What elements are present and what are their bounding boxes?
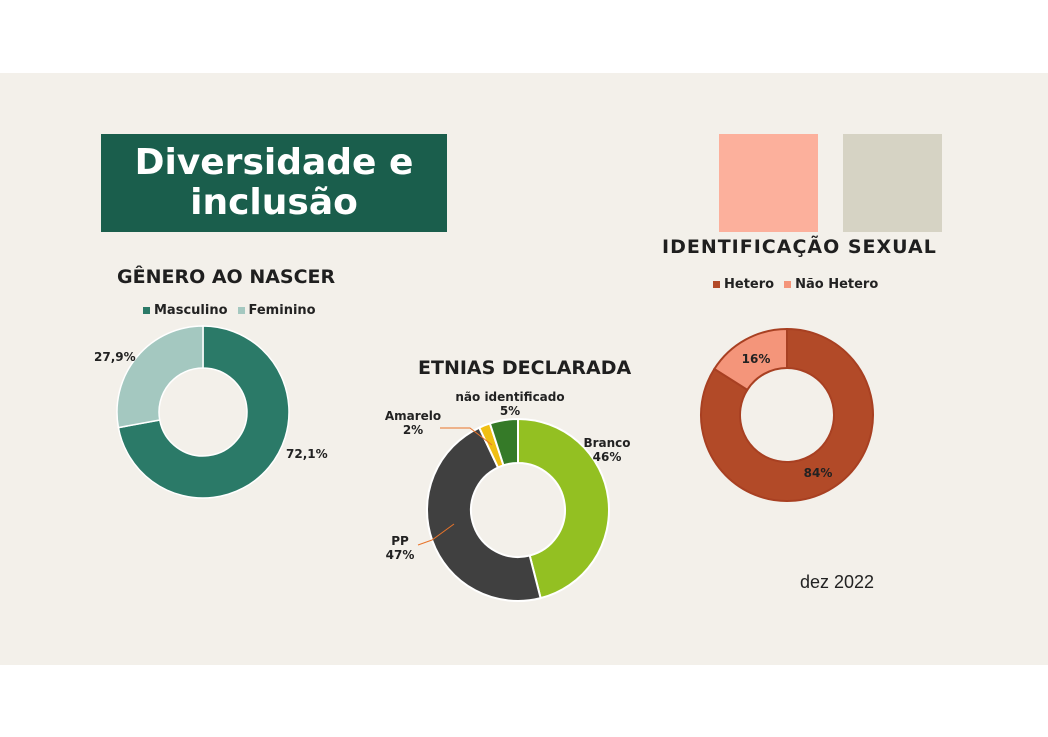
legend-swatch-feminino (237, 307, 245, 314)
legend-label-hetero: Hetero (724, 277, 775, 292)
sexual-slice-hetero (700, 327, 874, 502)
ethnic-chart-title: ETNIAS DECLARADA (418, 357, 632, 379)
gender-slice-feminino (116, 325, 204, 429)
gender-data-label-masculino: 72,1% (286, 447, 328, 461)
ethnic-data-label-amarelo: Amarelo 2% (385, 409, 441, 437)
sexual-data-label-n-o-hetero: 16% (742, 352, 771, 366)
decor-swatch-beige (843, 134, 942, 232)
gender-slice-masculino (117, 325, 290, 499)
ethnic-data-label-n-o-identificado: não identificado 5% (455, 390, 564, 418)
ethnic-leader-line-1 (417, 523, 455, 546)
sexual-data-label-hetero: 84% (804, 466, 833, 480)
title-banner: Diversidade e inclusão (101, 134, 447, 232)
legend-label-feminino: Feminino (248, 303, 316, 318)
ethnic-slice-n-o-identificado (488, 417, 519, 467)
ethnic-slice-branco (517, 417, 610, 600)
ethnic-data-label-branco: Branco 46% (583, 436, 630, 464)
date-label: dez 2022 (800, 572, 875, 592)
sexual-chart-title: IDENTIFICAÇÃO SEXUAL (662, 236, 937, 258)
legend-item-masculino: Masculino (143, 303, 228, 318)
legend-item-hetero: Hetero (713, 277, 774, 292)
sexual-chart-legend: Hetero Não Hetero (713, 277, 878, 292)
legend-swatch-nao-hetero (784, 281, 792, 288)
sexual-slice-n-o-hetero (713, 327, 788, 392)
gender-chart-legend: Masculino Feminino (143, 303, 316, 318)
ethnic-leader-line-0 (440, 427, 493, 446)
legend-item-nao-hetero: Não Hetero (784, 277, 878, 292)
legend-label-nao-hetero: Não Hetero (795, 277, 879, 292)
gender-data-label-feminino: 27,9% (94, 350, 136, 364)
decor-swatch-salmon (719, 134, 818, 232)
gender-chart-title: GÊNERO AO NASCER (117, 266, 336, 288)
legend-swatch-masculino (143, 307, 150, 314)
legend-item-feminino: Feminino (237, 303, 316, 318)
page-title: Diversidade e inclusão (134, 142, 414, 223)
ethnic-data-label-pp: PP 47% (386, 534, 415, 562)
legend-label-masculino: Masculino (154, 303, 228, 318)
ethnic-slice-pp (426, 426, 542, 602)
legend-swatch-hetero (713, 281, 720, 288)
